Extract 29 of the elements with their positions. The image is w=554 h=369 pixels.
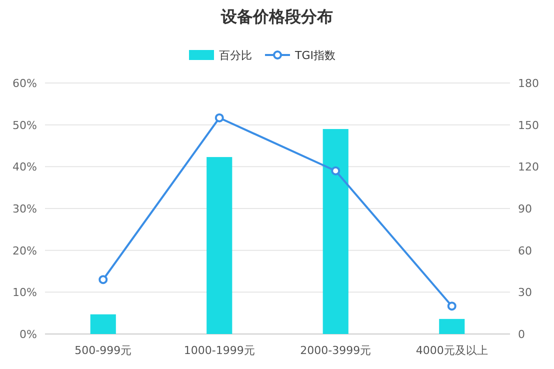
bar — [322, 129, 348, 334]
bar — [206, 157, 232, 334]
y2-tick-label: 150 — [518, 118, 539, 132]
legend-label: 百分比 — [219, 49, 252, 62]
y-tick-label: 50% — [12, 118, 37, 132]
x-tick-label: 2000-3999元 — [300, 344, 372, 357]
bar — [439, 318, 465, 334]
x-tick-label: 1000-1999元 — [184, 344, 255, 357]
y-tick-label: 0% — [20, 328, 37, 341]
y-tick-label: 40% — [12, 160, 37, 174]
x-tick-label: 500-999元 — [74, 344, 132, 357]
y-tick-label: 30% — [12, 202, 37, 216]
y2-tick-label: 60 — [518, 244, 532, 258]
point — [98, 275, 108, 284]
x-tick-label: 4000元及以上 — [416, 344, 488, 357]
bar — [90, 314, 116, 334]
point — [214, 113, 224, 122]
y2-tick-label: 0 — [518, 328, 525, 341]
y2-tick-label: 30 — [518, 286, 532, 300]
y-tick-label: 10% — [12, 286, 37, 300]
point — [447, 302, 456, 311]
y-tick-label: 20% — [12, 244, 37, 258]
y-tick-label: 60% — [12, 77, 37, 90]
legend-label: TGI指数 — [294, 49, 336, 62]
point — [331, 166, 340, 176]
chart-title: 设备价格段分布 — [220, 7, 333, 26]
y2-tick-label: 120 — [518, 160, 539, 174]
y2-tick-label: 90 — [518, 202, 532, 216]
y2-tick-label: 180 — [518, 77, 539, 90]
